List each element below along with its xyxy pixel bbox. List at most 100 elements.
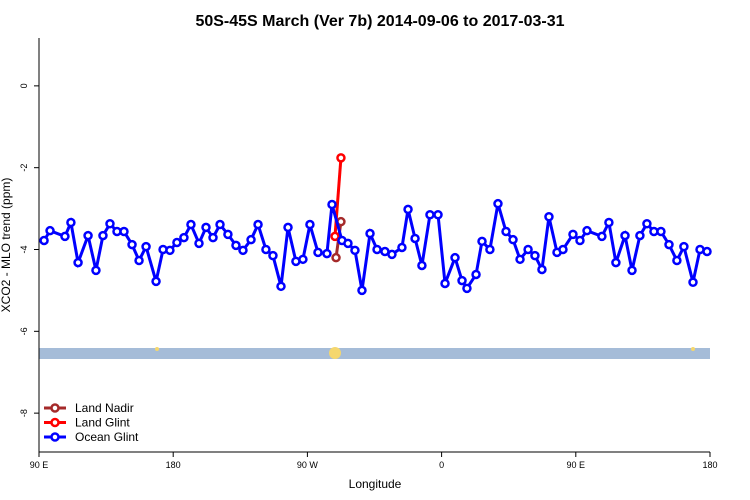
x-axis-label: Longitude xyxy=(349,477,402,491)
data-point xyxy=(397,242,407,253)
legend-label: Land Nadir xyxy=(75,401,134,415)
data-point xyxy=(268,250,278,261)
data-point xyxy=(508,234,518,245)
band-marker xyxy=(329,347,341,359)
data-point xyxy=(134,255,144,266)
data-point xyxy=(604,217,614,228)
data-point xyxy=(462,283,472,294)
band-marker xyxy=(691,347,695,351)
data-point xyxy=(39,235,49,246)
x-tick-label: 180 xyxy=(702,460,717,470)
data-point xyxy=(91,265,101,276)
chart-title: 50S-45S March (Ver 7b) 2014-09-06 to 201… xyxy=(195,13,564,30)
data-point xyxy=(558,244,568,255)
data-point xyxy=(127,239,137,250)
y-axis-label: XCO2 - MLO trend (ppm) xyxy=(0,178,13,313)
data-point xyxy=(477,236,487,247)
data-point xyxy=(485,244,495,255)
y-tick-label: -2 xyxy=(19,164,29,172)
data-point xyxy=(186,219,196,230)
data-point xyxy=(298,254,308,265)
legend-swatch xyxy=(50,432,60,442)
data-point xyxy=(215,219,225,230)
legend-label: Land Glint xyxy=(75,416,130,430)
data-point xyxy=(60,231,70,242)
data-point xyxy=(246,234,256,245)
data-point xyxy=(336,153,346,163)
data-point xyxy=(537,264,547,275)
data-point xyxy=(83,230,93,241)
data-point xyxy=(582,225,592,236)
data-point xyxy=(501,226,511,237)
data-point xyxy=(141,241,151,252)
data-point xyxy=(313,247,323,258)
data-point xyxy=(119,226,129,237)
data-point xyxy=(45,225,55,236)
data-point xyxy=(425,209,435,220)
data-point xyxy=(627,265,637,276)
data-point xyxy=(688,277,698,287)
data-point xyxy=(403,204,413,215)
data-point xyxy=(664,239,674,250)
data-point xyxy=(179,232,189,243)
y-tick-label: -6 xyxy=(19,327,29,335)
data-point xyxy=(261,244,271,255)
data-point xyxy=(471,269,481,280)
data-point xyxy=(208,232,218,243)
data-point xyxy=(672,255,682,266)
data-point xyxy=(410,233,420,244)
data-point xyxy=(544,212,554,222)
data-point xyxy=(165,245,175,256)
x-tick-label: 90 E xyxy=(567,460,586,470)
data-point xyxy=(679,241,689,252)
data-point xyxy=(330,231,340,242)
data-point xyxy=(450,252,460,263)
data-point xyxy=(327,199,337,210)
x-tick-label: 0 xyxy=(439,460,444,470)
data-point xyxy=(635,230,645,241)
data-point xyxy=(530,250,540,261)
data-point xyxy=(440,278,450,289)
data-point xyxy=(568,229,578,240)
data-point xyxy=(305,219,315,230)
legend-label: Ocean Glint xyxy=(75,430,139,444)
data-point xyxy=(372,244,382,255)
land-band xyxy=(39,348,710,359)
data-point xyxy=(575,235,585,246)
data-point xyxy=(417,260,427,271)
series-line xyxy=(42,203,708,292)
data-point xyxy=(201,222,211,233)
data-point xyxy=(611,257,621,268)
data-point xyxy=(73,257,83,268)
data-point xyxy=(223,229,233,240)
data-point xyxy=(194,238,204,249)
data-point xyxy=(350,245,360,256)
data-point xyxy=(702,246,712,257)
data-point xyxy=(515,254,525,265)
data-point xyxy=(151,276,161,287)
data-point xyxy=(238,245,248,256)
data-point xyxy=(387,249,397,260)
y-tick-label: -4 xyxy=(19,245,29,253)
y-tick-label: 0 xyxy=(19,83,29,88)
data-point xyxy=(642,218,652,229)
data-point xyxy=(365,228,375,239)
data-point xyxy=(98,230,108,241)
data-point xyxy=(105,218,115,229)
data-point xyxy=(331,252,341,263)
data-point xyxy=(343,238,353,249)
data-point xyxy=(620,230,630,241)
data-point xyxy=(231,240,241,251)
y-tick-label: -8 xyxy=(19,409,29,417)
data-point xyxy=(493,198,503,209)
legend-swatch xyxy=(50,403,60,413)
x-tick-label: 180 xyxy=(166,460,181,470)
legend-swatch xyxy=(50,417,60,428)
data-point xyxy=(66,217,76,228)
data-point xyxy=(283,222,293,233)
data-point xyxy=(597,231,607,242)
data-point xyxy=(322,248,332,259)
data-point xyxy=(276,281,286,292)
data-point xyxy=(433,209,443,220)
